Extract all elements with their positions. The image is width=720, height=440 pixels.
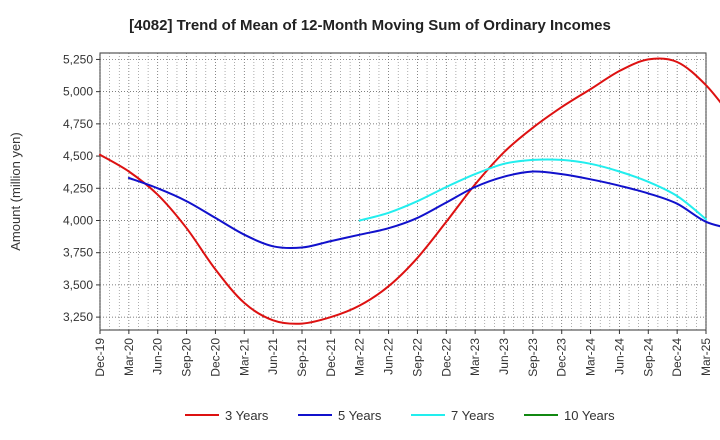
x-tick-label: Jun-23 [497,338,511,375]
y-tick-label: 3,750 [63,246,93,260]
chart-title: [4082] Trend of Mean of 12-Month Moving … [129,17,611,34]
x-tick-label: Mar-25 [699,338,713,376]
legend-label-5-years: 5 Years [338,408,382,423]
series-line-3-years [99,57,720,325]
x-tick-label: Jun-22 [382,338,396,375]
x-tick-label: Mar-22 [353,338,367,376]
x-tick-label: Dec-22 [439,338,453,377]
x-tick-label: Mar-21 [237,338,251,376]
series-line-7-years [358,158,707,222]
y-tick-label: 4,000 [63,213,93,227]
x-tick-label: Sep-23 [526,338,540,377]
legend-label-7-years: 7 Years [451,408,495,423]
y-tick-label: 3,500 [63,278,93,292]
x-axis: Dec-19 Mar-20 Jun-20 Sep-20 Dec-20 Mar-21 Jun-… [93,330,713,377]
y-tick-label: 5,250 [63,52,93,66]
x-tick-label: Sep-24 [641,338,655,377]
x-tick-label: Mar-24 [584,338,598,376]
legend-label-3-years: 3 Years [225,408,269,423]
x-tick-label: Sep-20 [180,338,194,377]
y-tick-label: 4,750 [63,117,93,131]
x-tick-label: Mar-23 [468,338,482,376]
x-tick-label: Dec-19 [93,338,107,377]
x-tick-label: Mar-20 [122,338,136,376]
series-line-5-years [127,170,720,250]
x-tick-label: Jun-20 [151,338,165,375]
grid-layer [99,53,707,330]
x-tick-label: Dec-21 [324,338,338,377]
x-tick-label: Jun-21 [266,338,280,375]
legend-label-10-years: 10 Years [564,408,615,423]
x-tick-label: Jun-24 [612,338,626,375]
y-tick-label: 5,000 [63,85,93,99]
series-layer [99,57,720,325]
legend: 3 Years 5 Years 7 Years 10 Years [185,408,615,423]
x-tick-label: Sep-22 [410,338,424,377]
y-tick-label: 3,250 [63,310,93,324]
y-axis: 3,250 3,500 3,750 4,000 4,250 4,500 4,750 5,000… [63,52,100,324]
y-tick-label: 4,250 [63,181,93,195]
plot-area [99,52,707,331]
x-tick-label: Sep-21 [295,338,309,377]
x-tick-label: Dec-20 [208,338,222,377]
y-tick-label: 4,500 [63,149,93,163]
x-tick-label: Dec-24 [670,338,684,377]
x-tick-label: Dec-23 [555,338,569,377]
y-axis-label: Amount (million yen) [8,132,23,251]
